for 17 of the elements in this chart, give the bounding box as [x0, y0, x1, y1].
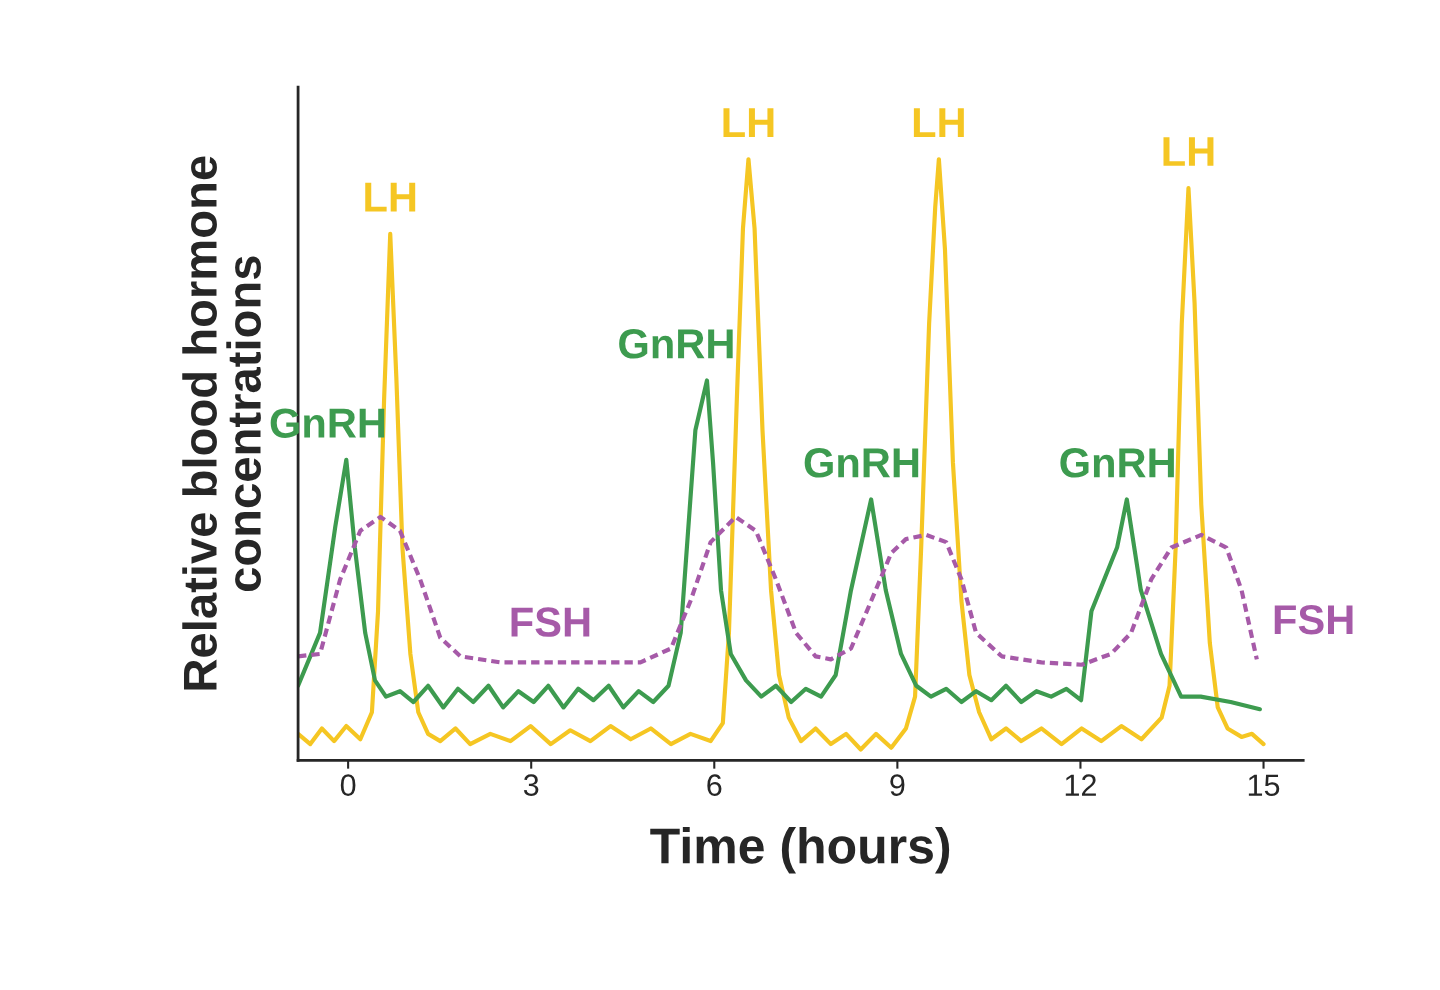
- text: GnRH: [804, 448, 919, 478]
- x-tick-label: 6: [707, 774, 722, 796]
- x-tick-label: 15: [1248, 774, 1280, 796]
- y-axis-title: Relative blood hormone concentrations: [182, 156, 261, 690]
- text: FSH: [511, 607, 590, 637]
- text: GnRH: [1060, 448, 1174, 478]
- x-tick-label: 9: [890, 774, 905, 796]
- series-label: LH: [913, 108, 964, 137]
- series-label: FSH: [1274, 604, 1353, 635]
- text: LH: [365, 182, 416, 212]
- x-tick-label: 3: [523, 774, 539, 796]
- x-tick-label: 0: [340, 774, 356, 796]
- series-label: GnRH: [619, 329, 733, 359]
- text: LH: [723, 108, 774, 137]
- x-axis-title: Time (hours): [650, 827, 950, 874]
- x-tick-label: 12: [1065, 774, 1096, 796]
- text: LH: [1163, 137, 1214, 166]
